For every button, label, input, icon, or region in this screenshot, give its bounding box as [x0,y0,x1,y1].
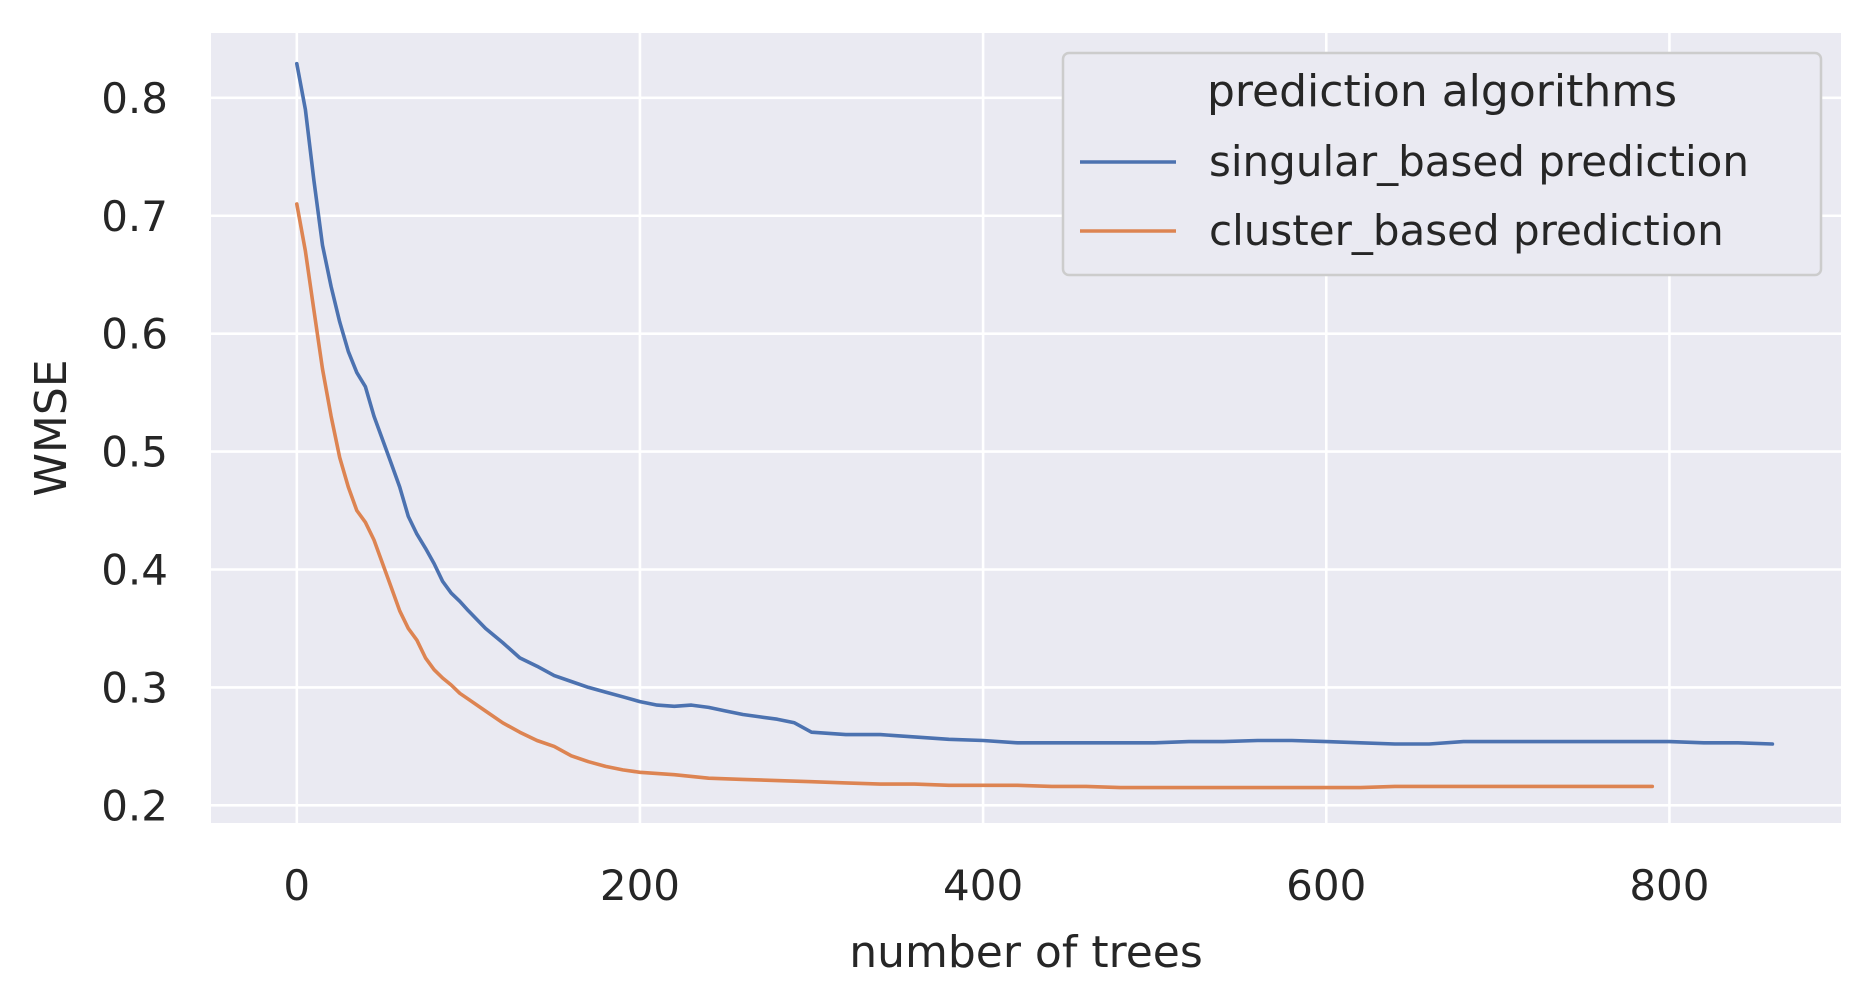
y-tick-label: 0.3 [101,663,168,712]
y-tick-label: 0.8 [101,74,168,123]
x-tick-label: 600 [1286,861,1366,910]
legend-title: prediction algorithms [1207,66,1677,117]
y-tick-label: 0.2 [101,781,168,830]
legend: prediction algorithms singular_based pre… [1061,51,1823,277]
y-tick-label: 0.5 [101,428,168,477]
series-line-singular [294,61,1775,746]
y-tick-labels: 0.2 0.3 0.4 0.5 0.6 0.7 0.8 [101,74,168,830]
y-axis-label: WMSE [26,359,77,496]
x-tick-label: 400 [943,861,1023,910]
y-tick-label: 0.7 [101,192,168,241]
x-tick-label: 800 [1629,861,1709,910]
x-axis-label: number of trees [849,927,1203,978]
series-line-cluster [294,202,1655,790]
x-tick-label: 200 [600,861,680,910]
x-tick-label: 0 [283,861,310,910]
legend-label-singular: singular_based prediction [1209,137,1749,186]
series-lines [294,61,1775,790]
legend-box [1061,51,1823,277]
y-tick-label: 0.6 [101,310,168,359]
legend-label-cluster: cluster_based prediction [1209,206,1724,255]
y-tick-label: 0.4 [101,545,168,594]
x-tick-labels: 0 200 400 600 800 [283,861,1709,910]
